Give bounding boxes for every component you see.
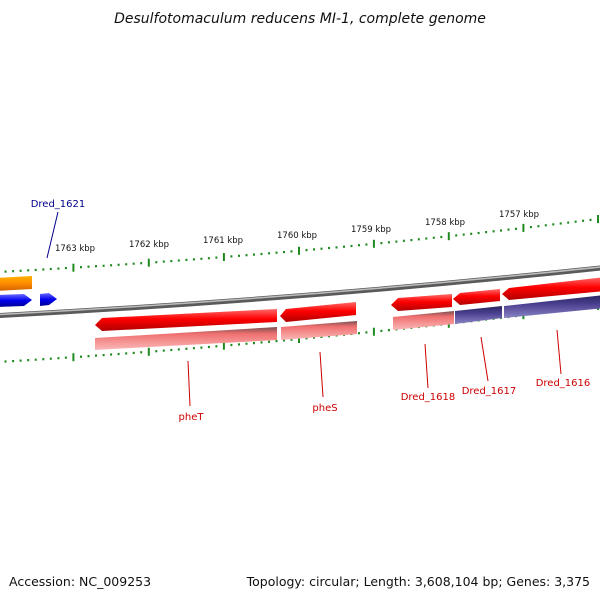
gene-arrow-phes[interactable] bbox=[280, 302, 356, 322]
leader-dred-1617 bbox=[480, 336, 489, 382]
gene-label-phet[interactable]: pheT bbox=[179, 412, 205, 423]
tick-label-1761: 1761 kbp bbox=[203, 236, 243, 246]
map-title: Desulfotomaculum reducens MI-1, complete… bbox=[114, 11, 486, 27]
accession-text: Accession: NC_009253 bbox=[9, 574, 151, 589]
orange-gene-arrow[interactable] bbox=[0, 276, 32, 291]
gene-label-phes[interactable]: pheS bbox=[312, 403, 337, 414]
gene-label-dred-1616[interactable]: Dred_1616 bbox=[536, 378, 591, 389]
outer-tick-ring bbox=[4, 215, 599, 273]
gene-label-dred-1618[interactable]: Dred_1618 bbox=[401, 392, 456, 403]
cds-feature-phes[interactable] bbox=[281, 321, 357, 340]
tick-label-1757: 1757 kbp bbox=[499, 210, 539, 220]
gene-label-dred-1621[interactable]: Dred_1621 bbox=[31, 199, 86, 210]
leader-phes bbox=[319, 351, 324, 398]
leader-phet bbox=[187, 360, 191, 407]
cds-feature-phet[interactable] bbox=[95, 327, 277, 350]
leader-dred-1616 bbox=[556, 329, 562, 375]
tick-label-1763: 1763 kbp bbox=[55, 244, 95, 254]
genome-backbone bbox=[0, 265, 600, 318]
gene-arrow-dred-1616[interactable] bbox=[502, 277, 600, 300]
tick-label-1758: 1758 kbp bbox=[425, 218, 465, 228]
cds-feature-dred-1618[interactable] bbox=[393, 311, 454, 330]
cds-feature-dred-1617[interactable] bbox=[455, 306, 502, 324]
leader-dred-1618 bbox=[424, 343, 429, 389]
genome-backbone-highlight bbox=[0, 266, 600, 316]
blue-gene-arrow-2[interactable] bbox=[40, 293, 57, 306]
cds-feature-dred-1616[interactable] bbox=[504, 295, 600, 318]
gene-arrow-dred-1617[interactable] bbox=[453, 289, 500, 305]
gene-arrow-phet[interactable] bbox=[95, 309, 277, 331]
gene-arrow-dred-1618[interactable] bbox=[391, 294, 452, 311]
tick-label-1759: 1759 kbp bbox=[351, 225, 391, 235]
tick-label-1760: 1760 kbp bbox=[277, 231, 317, 241]
genome-summary-text: Topology: circular; Length: 3,608,104 bp… bbox=[246, 574, 590, 589]
blue-gene-arrow-1[interactable] bbox=[0, 294, 32, 307]
tick-label-1762: 1762 kbp bbox=[129, 240, 169, 250]
leader-dred-1621 bbox=[46, 211, 59, 259]
gene-label-dred-1617[interactable]: Dred_1617 bbox=[462, 386, 517, 397]
